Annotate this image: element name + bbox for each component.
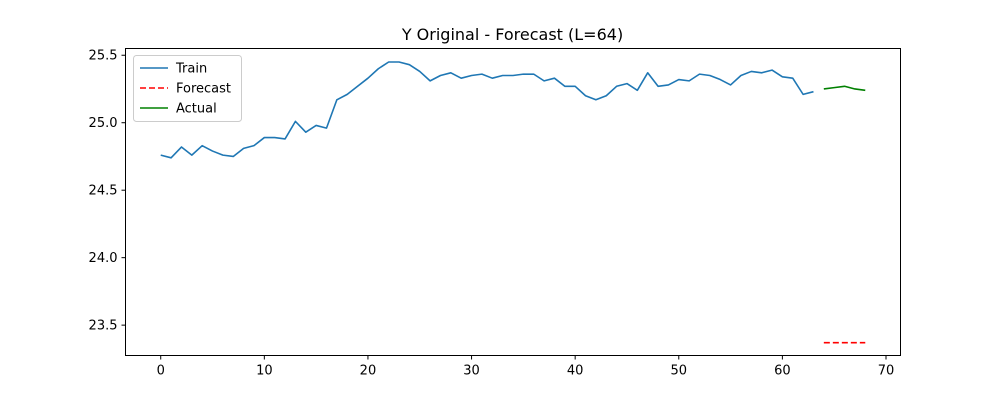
legend-label-actual: Actual (176, 102, 217, 117)
series-line-train (160, 61, 814, 159)
y-tick-label: 23.5 (89, 319, 118, 334)
legend-label-train: Train (175, 62, 207, 77)
legend: Train Forecast Actual (133, 55, 242, 122)
x-tick-label: 10 (256, 364, 273, 379)
y-tick-label: 24.5 (89, 184, 118, 199)
x-tick-label: 70 (878, 364, 895, 379)
y-tick-label: 24.0 (89, 251, 118, 266)
y-axis: 23.5 24.0 24.5 25.0 25.5 (89, 49, 126, 334)
x-tick-label: 40 (567, 364, 584, 379)
y-tick-label: 25.5 (89, 49, 118, 64)
x-tick-label: 60 (774, 364, 791, 379)
series-line-actual (823, 85, 866, 92)
x-tick-label: 20 (360, 364, 377, 379)
series-layer (160, 61, 866, 344)
x-axis: 0 10 20 30 40 50 60 70 (157, 355, 895, 379)
x-tick-label: 50 (671, 364, 688, 379)
x-tick-label: 30 (463, 364, 480, 379)
chart-title: Y Original - Forecast (L=64) (401, 25, 623, 44)
x-tick-label: 0 (157, 364, 165, 379)
y-tick-label: 25.0 (89, 116, 118, 131)
legend-label-forecast: Forecast (176, 82, 231, 97)
legend-box (133, 55, 242, 122)
axes-frame (125, 48, 901, 356)
